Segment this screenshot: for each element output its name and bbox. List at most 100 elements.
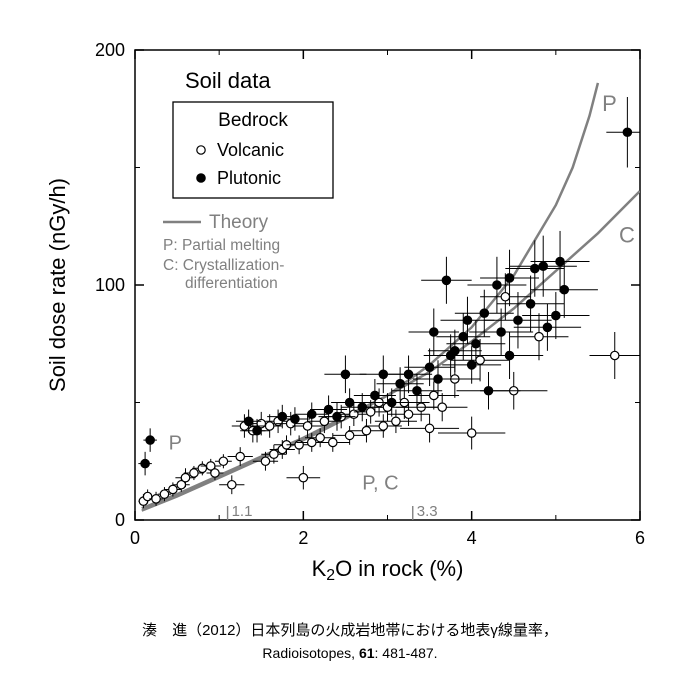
data-point [623, 128, 631, 136]
data-point [198, 464, 206, 472]
data-point [265, 422, 273, 430]
data-point [467, 429, 475, 437]
legend-marker-volcanic [197, 146, 205, 154]
ytick-label: 0 [115, 510, 125, 530]
caption-line1: 湊 進（2012）日本列島の火成岩地帯における地表γ線量率， [142, 622, 558, 639]
legend-label-plutonic: Plutonic [217, 168, 281, 188]
data-point [404, 370, 412, 378]
data-point [552, 311, 560, 319]
data-point [169, 485, 177, 493]
data-point [333, 412, 341, 420]
data-point [308, 438, 316, 446]
data-point [392, 417, 400, 425]
chart-svg: 02460100200K2O in rock (%)Soil dose rate… [40, 20, 660, 600]
data-point [467, 361, 475, 369]
data-point [480, 309, 488, 317]
caption-journal: Radioisotopes, [262, 645, 359, 661]
data-point [514, 316, 522, 324]
data-point [345, 431, 353, 439]
legend-c-desc2: differentiation [185, 275, 278, 292]
data-point [295, 441, 303, 449]
data-point [316, 434, 324, 442]
data-point [531, 264, 539, 272]
ytick-label: 100 [95, 275, 125, 295]
data-point [270, 450, 278, 458]
data-point [505, 351, 513, 359]
data-point [404, 410, 412, 418]
ann-pc-center: P, C [362, 472, 398, 494]
data-point [472, 340, 480, 348]
ann-tick-label: 3.3 [417, 503, 438, 520]
data-point [396, 380, 404, 388]
data-point [278, 412, 286, 420]
data-point [299, 474, 307, 482]
legend-marker-plutonic [197, 174, 205, 182]
data-point [442, 276, 450, 284]
data-point [303, 422, 311, 430]
data-point [388, 398, 396, 406]
data-point [371, 391, 379, 399]
data-point [366, 408, 374, 416]
data-point [253, 427, 261, 435]
ann-p-left: P [169, 433, 182, 455]
data-point [501, 293, 509, 301]
data-point [430, 328, 438, 336]
data-point [146, 436, 154, 444]
data-point [476, 356, 484, 364]
xlabel: K2O in rock (%) [312, 556, 464, 584]
legend-title: Bedrock [218, 110, 288, 131]
data-point [219, 457, 227, 465]
data-point [611, 351, 619, 359]
caption: 湊 進（2012）日本列島の火成岩地帯における地表γ線量率， Radioisot… [0, 620, 700, 665]
data-point [425, 424, 433, 432]
caption-pages: : 481-487. [375, 645, 438, 661]
data-point [362, 427, 370, 435]
data-point [543, 323, 551, 331]
chart-area: 02460100200K2O in rock (%)Soil dose rate… [40, 20, 660, 600]
data-point [345, 398, 353, 406]
data-point [181, 474, 189, 482]
data-point [320, 417, 328, 425]
data-point [438, 403, 446, 411]
data-point [211, 469, 219, 477]
ann-tick-label: 1.1 [232, 503, 253, 520]
data-point [497, 328, 505, 336]
data-point [261, 457, 269, 465]
data-point [413, 387, 421, 395]
data-point [308, 410, 316, 418]
data-point [236, 452, 244, 460]
data-point [329, 438, 337, 446]
curve-label-c: C [619, 223, 635, 248]
data-point [228, 481, 236, 489]
data-point [379, 422, 387, 430]
data-point [526, 300, 534, 308]
data-point [425, 363, 433, 371]
data-point [190, 469, 198, 477]
xtick-label: 6 [635, 528, 645, 548]
legend-p-desc: P: Partial melting [163, 237, 280, 254]
data-point [505, 274, 513, 282]
data-point [141, 459, 149, 467]
data-point [324, 405, 332, 413]
data-point [535, 333, 543, 341]
data-point [556, 257, 564, 265]
xtick-label: 2 [298, 528, 308, 548]
data-point [341, 370, 349, 378]
data-point [244, 417, 252, 425]
curve-label-p: P [602, 91, 617, 116]
data-point [350, 410, 358, 418]
data-point [160, 490, 168, 498]
legend-c-desc1: C: Crystallization- [163, 257, 284, 274]
xtick-label: 0 [130, 528, 140, 548]
data-point [152, 495, 160, 503]
data-point [430, 391, 438, 399]
ytick-label: 200 [95, 40, 125, 60]
caption-line2: Radioisotopes, 61: 481-487. [262, 645, 437, 661]
caption-volume: 61 [359, 645, 375, 661]
data-point [459, 333, 467, 341]
data-point [484, 387, 492, 395]
data-point [463, 316, 471, 324]
data-point [451, 347, 459, 355]
chart-title: Soil data [185, 68, 271, 93]
ylabel: Soil dose rate (nGy/h) [45, 178, 70, 392]
